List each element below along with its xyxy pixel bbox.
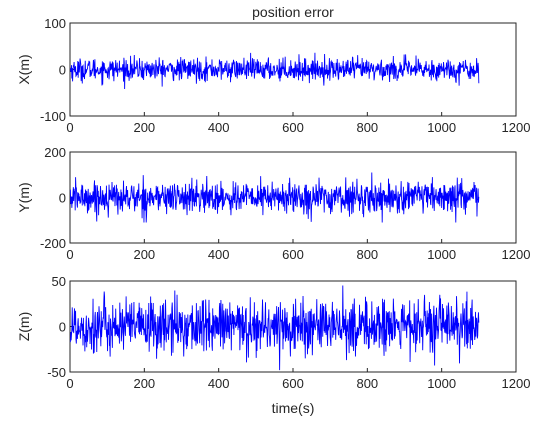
y-ylabel: Y(m) [16,182,32,212]
xtick-label: 200 [133,120,155,135]
xtick-label: 600 [282,376,304,391]
z-ylabel: Z(m) [16,312,32,342]
subplot-x: X(m) 100 0 -100 0 200 400 600 800 1000 1… [16,16,530,135]
x-error-series [69,52,480,90]
subplot-y: Y(m) 200 0 -200 0 200 400 600 800 1000 1… [16,145,530,262]
ytick-label-bottom: -50 [47,365,66,380]
x-axis-label: time(s) [272,400,315,416]
xtick-label: 1000 [427,120,456,135]
ytick-label-bottom: -100 [40,109,66,124]
xtick-label: 200 [133,247,155,262]
ytick-label-bottom: -200 [40,236,66,251]
xtick-label: 200 [133,376,155,391]
xtick-label: 1200 [502,247,531,262]
xtick-label: 0 [66,376,73,391]
xtick-label: 0 [66,120,73,135]
xtick-label: 1200 [502,120,531,135]
xtick-label: 1200 [502,376,531,391]
xtick-label: 400 [208,247,230,262]
ytick-label-top: 100 [44,16,66,31]
y-error-series [69,172,480,223]
xtick-label: 400 [208,376,230,391]
ytick-label-mid: 0 [59,320,66,335]
ytick-label-top: 50 [52,274,66,289]
xtick-label: 600 [282,247,304,262]
ytick-label-top: 200 [44,145,66,160]
subplot-z: Z(m) 50 0 -50 0 200 400 600 800 1000 120… [16,274,530,416]
ytick-label-mid: 0 [59,191,66,206]
xtick-label: 600 [282,120,304,135]
xtick-label: 800 [356,247,378,262]
x-ylabel: X(m) [16,54,32,84]
xtick-label: 0 [66,247,73,262]
figure-title: position error [252,4,334,20]
xtick-label: 800 [356,376,378,391]
xtick-label: 1000 [427,376,456,391]
xtick-label: 1000 [427,247,456,262]
xtick-label: 400 [208,120,230,135]
xtick-label: 800 [356,120,378,135]
z-error-series [69,285,480,371]
ytick-label-mid: 0 [59,63,66,78]
